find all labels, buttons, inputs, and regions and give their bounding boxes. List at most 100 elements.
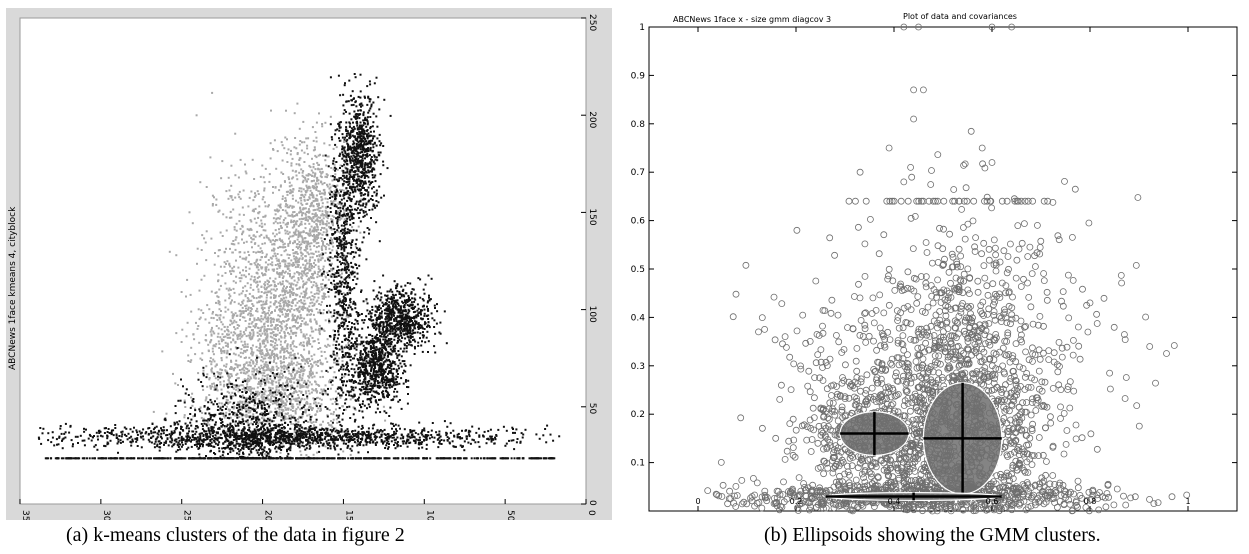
point	[248, 387, 251, 390]
point	[249, 317, 251, 320]
point	[394, 293, 397, 296]
point	[299, 233, 302, 236]
point	[346, 206, 349, 209]
point	[377, 323, 380, 326]
point	[243, 406, 246, 409]
point	[340, 263, 342, 266]
point	[293, 357, 296, 360]
point	[231, 391, 234, 394]
point	[311, 256, 314, 259]
point	[343, 355, 346, 358]
point	[277, 264, 280, 267]
point	[281, 311, 283, 313]
point	[283, 330, 286, 333]
point	[343, 269, 346, 272]
point	[331, 249, 334, 252]
point	[281, 410, 284, 413]
point	[414, 340, 417, 343]
point	[339, 282, 342, 284]
point	[345, 276, 348, 279]
point	[343, 84, 346, 87]
point	[269, 368, 272, 371]
point	[248, 379, 251, 382]
point	[239, 355, 242, 358]
point	[222, 339, 225, 342]
point	[336, 184, 339, 187]
point	[338, 242, 341, 245]
point	[308, 392, 311, 395]
point	[272, 340, 274, 343]
point	[237, 401, 240, 404]
point	[404, 302, 407, 305]
point	[310, 169, 313, 172]
point	[354, 302, 357, 305]
point	[218, 249, 221, 251]
point	[284, 270, 287, 273]
point	[427, 300, 429, 303]
point	[344, 223, 347, 226]
point	[217, 378, 220, 381]
point	[290, 259, 293, 262]
point	[390, 314, 393, 316]
point	[256, 230, 259, 233]
point	[410, 344, 413, 347]
point	[241, 415, 244, 418]
point	[307, 338, 310, 341]
point	[326, 201, 329, 204]
point	[254, 194, 257, 197]
point	[264, 214, 267, 217]
point	[289, 345, 292, 348]
point	[242, 213, 245, 216]
point	[343, 218, 346, 221]
point	[427, 318, 430, 320]
point	[211, 204, 214, 207]
point	[324, 248, 327, 251]
point	[234, 332, 237, 335]
point	[346, 446, 349, 449]
point	[427, 351, 429, 353]
point	[334, 430, 337, 433]
point	[327, 274, 329, 276]
point	[264, 314, 267, 317]
point	[336, 396, 338, 399]
point	[327, 214, 330, 217]
point	[376, 294, 379, 297]
point	[273, 268, 276, 271]
point	[283, 419, 286, 422]
point	[333, 178, 336, 181]
point	[309, 320, 312, 323]
point	[338, 215, 341, 217]
point	[280, 273, 283, 276]
point	[346, 325, 349, 327]
point	[374, 328, 377, 331]
point	[288, 333, 291, 336]
point	[332, 353, 335, 356]
point	[275, 167, 278, 170]
point	[332, 233, 335, 235]
point	[391, 422, 394, 425]
point	[236, 372, 239, 375]
point	[281, 307, 284, 310]
point	[190, 396, 193, 399]
point	[312, 194, 315, 197]
point	[349, 398, 352, 401]
point	[370, 312, 373, 315]
point	[333, 336, 336, 339]
point	[348, 304, 351, 307]
point	[260, 267, 263, 270]
point	[303, 303, 305, 305]
point	[333, 163, 336, 166]
point	[340, 325, 343, 327]
point	[331, 269, 334, 272]
point	[279, 265, 282, 267]
point	[391, 311, 394, 314]
point	[333, 371, 336, 374]
point	[380, 296, 383, 299]
point	[304, 381, 307, 384]
point	[318, 445, 321, 448]
point	[265, 266, 268, 269]
point	[312, 171, 315, 174]
point	[239, 271, 241, 274]
point	[348, 79, 351, 82]
point	[334, 255, 337, 258]
